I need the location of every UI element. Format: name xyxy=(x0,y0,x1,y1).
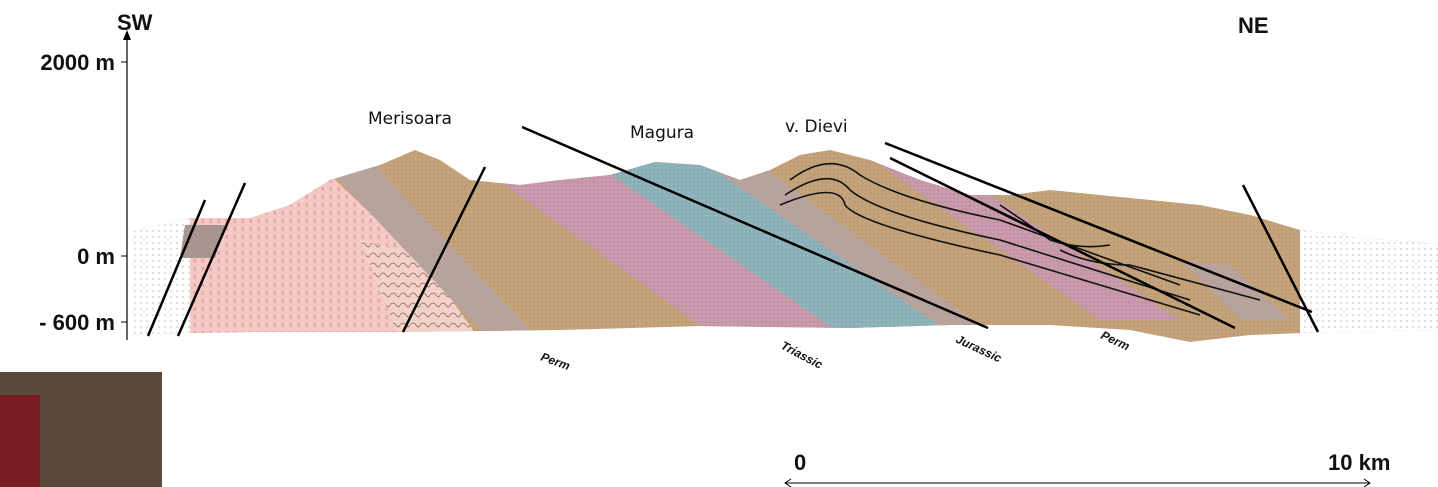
depth-label: - 600 m xyxy=(39,310,115,335)
depth-label: 0 m xyxy=(77,244,115,269)
depth-label: 2000 m xyxy=(40,50,115,75)
scale-label: 10 km xyxy=(1328,450,1390,475)
scale-label: 0 xyxy=(794,450,806,475)
photo-object xyxy=(0,395,40,487)
depth-axis xyxy=(121,30,131,340)
peak-label: Magura xyxy=(630,123,694,143)
formation-label: Jurassic xyxy=(954,332,1004,365)
formation-label: Perm xyxy=(1099,328,1132,354)
formation-label: Perm xyxy=(539,350,572,374)
peak-label: v. Dievi xyxy=(785,117,848,137)
orientation-label: SW xyxy=(117,10,153,35)
formation-label: Triassic xyxy=(779,338,826,372)
cross-section: x xyxy=(0,0,1438,487)
orientation-label: NE xyxy=(1238,13,1269,38)
strata xyxy=(120,140,1438,350)
peak-label: Merisoara xyxy=(368,109,452,129)
scale-bar xyxy=(785,479,1370,487)
